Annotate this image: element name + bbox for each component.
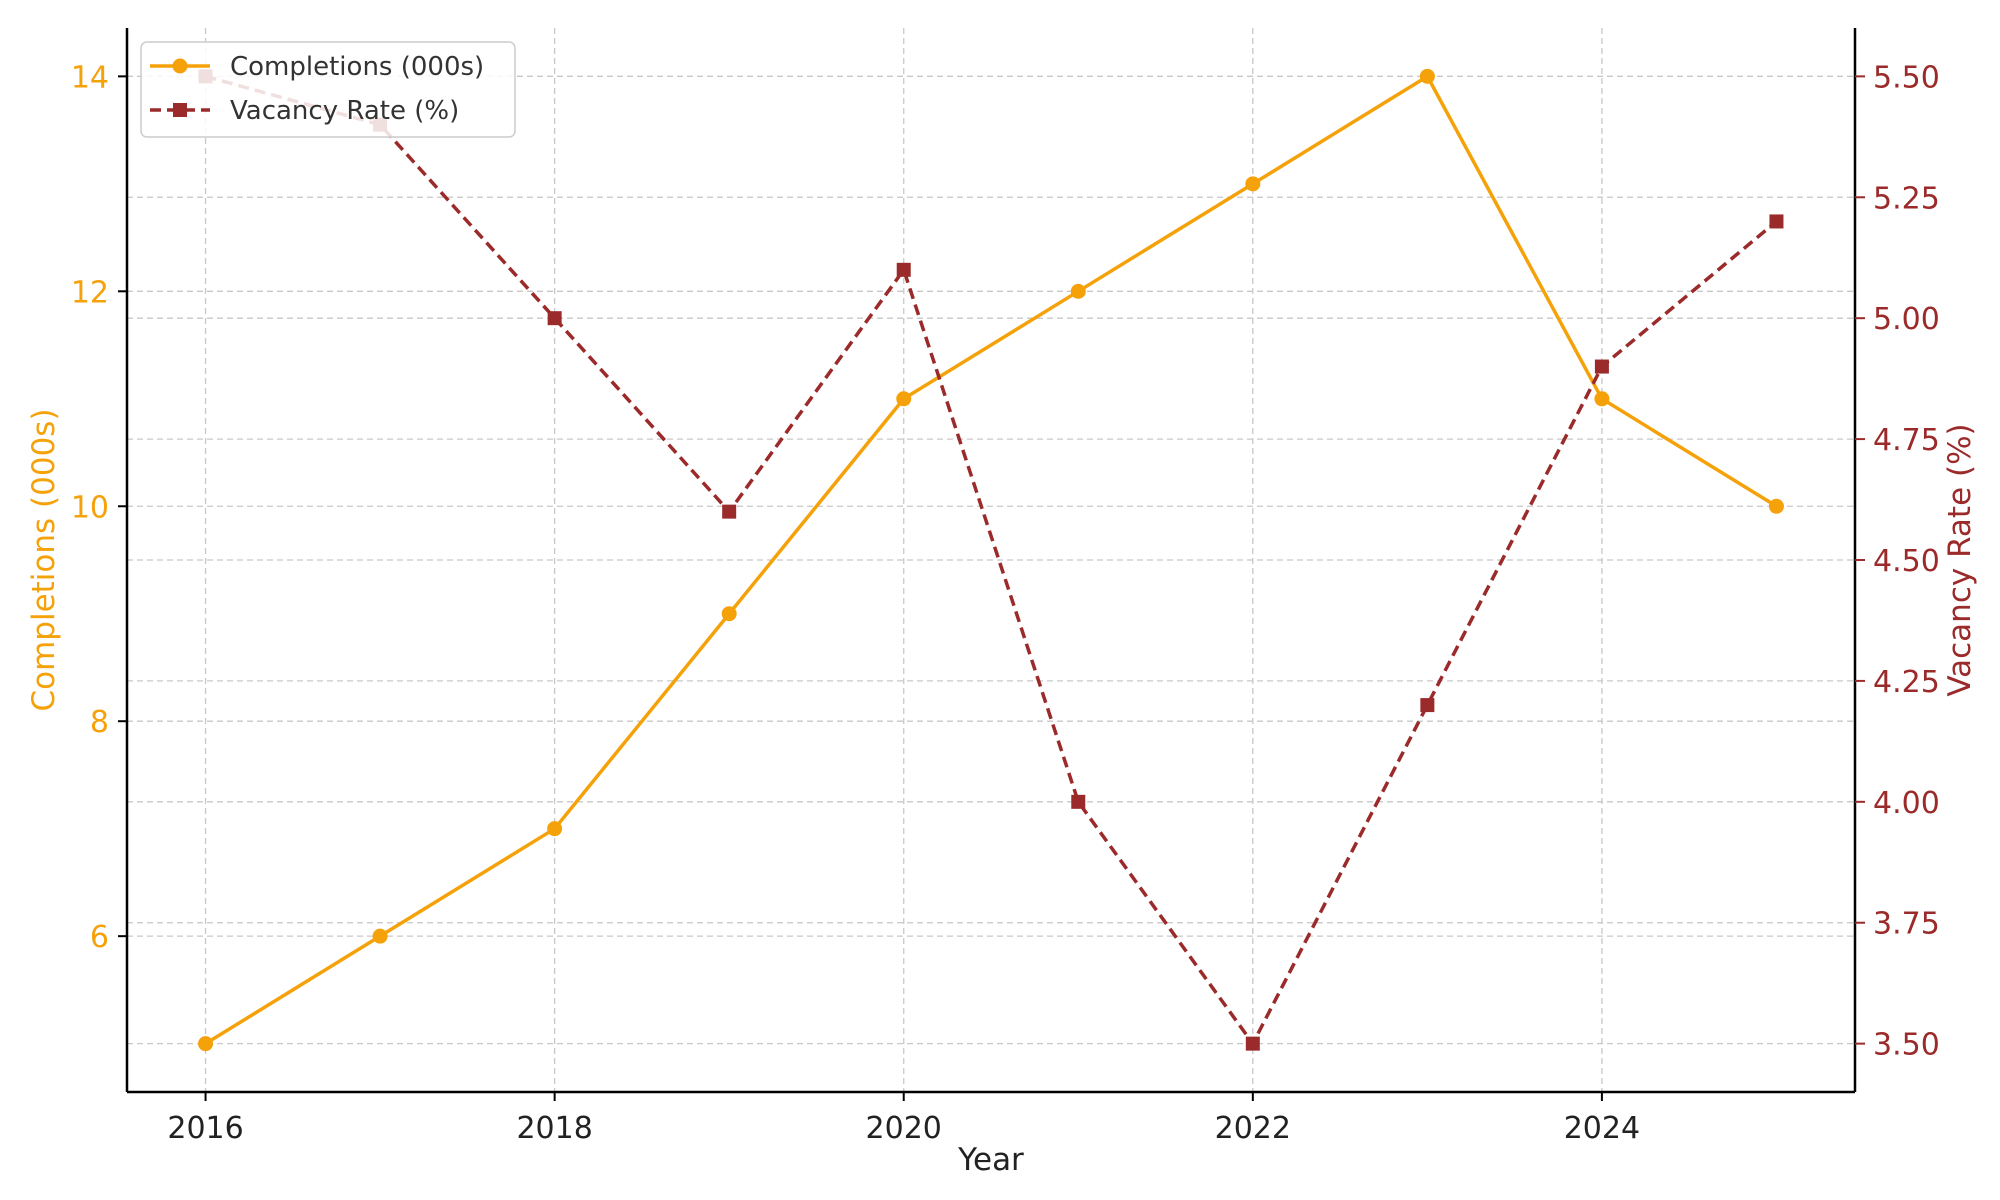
data-point-vacancy-rate [1420,698,1435,713]
data-point-completions [1594,391,1610,407]
y-right-tick-label: 5.25 [1873,181,1940,216]
y-left-tick-label: 14 [71,60,109,95]
legend: Completions (000s) Vacancy Rate (%) [140,41,516,138]
series-line-completions [204,74,1778,1046]
x-tick-label: 2016 [167,1111,243,1146]
legend-label-vacancy-rate: Vacancy Rate (%) [230,96,459,126]
grid-lines [127,28,1855,1092]
data-point-completions [198,1036,214,1052]
x-tick-label: 2018 [516,1111,592,1146]
data-point-vacancy-rate [1769,214,1784,229]
data-point-completions [372,928,388,944]
y-axis-right-title: Vacancy Rate (%) [1942,423,1978,696]
y-right-tick-label: 4.00 [1873,786,1940,821]
legend-entry-vacancy-rate: Vacancy Rate (%) [150,96,459,126]
series-layer [198,68,1784,1052]
y-right-tick-label: 5.50 [1873,60,1940,95]
y-right-tick-label: 4.50 [1873,544,1940,579]
x-axis-title: Year [957,1142,1024,1178]
data-point-completions [721,606,737,622]
legend-marker-completions [172,58,188,74]
legend-marker-vacancy-rate [173,103,187,117]
series-line-vacancy-rate [205,74,1778,1046]
data-point-vacancy-rate [896,262,911,277]
y-right-tick-label: 4.75 [1873,423,1940,458]
y-left-tick-label: 10 [71,490,109,525]
data-point-completions [1245,176,1261,192]
data-point-completions [896,391,912,407]
legend-box [140,41,516,138]
data-point-vacancy-rate [1594,359,1609,374]
y-left-tick-label: 12 [71,275,109,310]
data-point-completions [1419,68,1435,84]
data-point-vacancy-rate [547,311,562,326]
y-right-tick-label: 4.25 [1873,665,1940,700]
y-right-tick-label: 5.00 [1873,302,1940,337]
y-axis-left-title: Completions (000s) [26,408,62,711]
legend-label-completions: Completions (000s) [230,52,484,82]
x-tick-label: 2022 [1215,1111,1291,1146]
y-right-tick-label: 3.50 [1873,1028,1940,1063]
y-left-tick-label: 6 [90,920,109,955]
ticks: 2016 2018 2020 2022 2024 6 8 10 12 14 3.50 3.75 4.00… [71,60,1940,1146]
data-point-completions [1070,283,1086,299]
y-left-tick-label: 8 [90,705,109,740]
data-point-completions [547,821,563,837]
legend-entry-completions: Completions (000s) [150,52,484,82]
y-right-tick-label: 3.75 [1873,907,1940,942]
data-point-completions [1768,498,1784,514]
x-tick-label: 2024 [1564,1111,1640,1146]
data-point-vacancy-rate [722,504,737,519]
data-point-vacancy-rate [1071,794,1086,809]
x-tick-label: 2020 [866,1111,942,1146]
data-point-vacancy-rate [1245,1036,1260,1051]
